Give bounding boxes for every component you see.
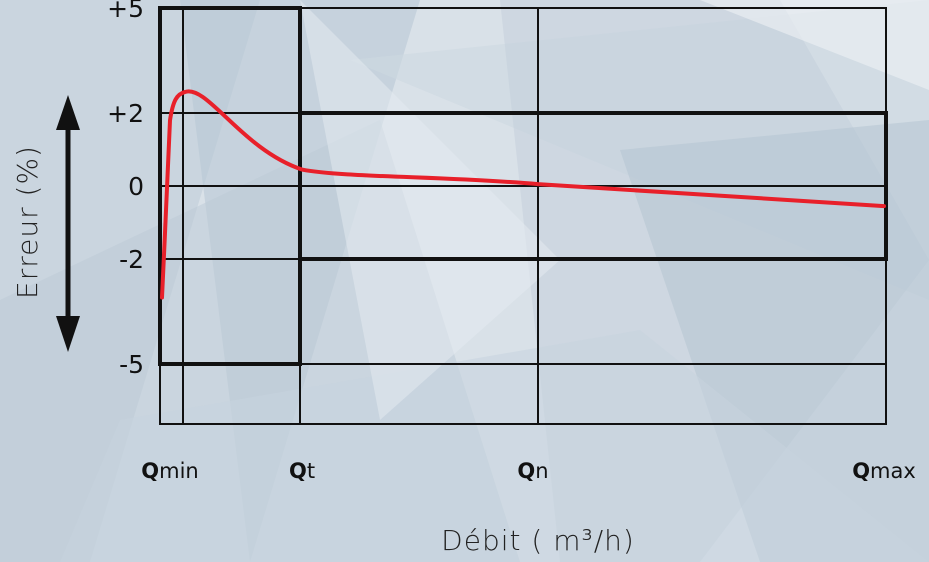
error-curve bbox=[160, 89, 886, 300]
y-tick-label: +5 bbox=[107, 0, 144, 23]
y-axis-arrow bbox=[56, 95, 80, 352]
x-tick-label: Qn bbox=[517, 459, 548, 483]
y-tick-label: -5 bbox=[119, 350, 144, 379]
x-axis-label: Débit ( m³/h) bbox=[441, 524, 635, 557]
y-axis-label: Erreur (%) bbox=[11, 145, 44, 299]
grid-lines bbox=[159, 7, 887, 425]
tolerance-zone-high-flow bbox=[298, 111, 888, 261]
x-tick-labels: Qmin Qt Qn Qmax bbox=[141, 459, 916, 483]
x-tick-label: Qmin bbox=[141, 459, 198, 483]
y-tick-label: -2 bbox=[119, 245, 144, 274]
y-tick-label: 0 bbox=[128, 172, 144, 201]
y-tick-label: +2 bbox=[107, 99, 144, 128]
plot-frame bbox=[159, 7, 887, 425]
y-axis-arrow-up-head bbox=[56, 95, 80, 130]
y-axis-arrow-down-head bbox=[56, 316, 80, 352]
y-tick-labels: +5 +2 0 -2 -5 bbox=[107, 0, 144, 379]
error-curve-layer bbox=[160, 89, 886, 300]
tolerance-zones bbox=[158, 6, 888, 366]
x-tick-label: Qt bbox=[289, 459, 315, 483]
x-tick-label: Qmax bbox=[852, 459, 916, 483]
